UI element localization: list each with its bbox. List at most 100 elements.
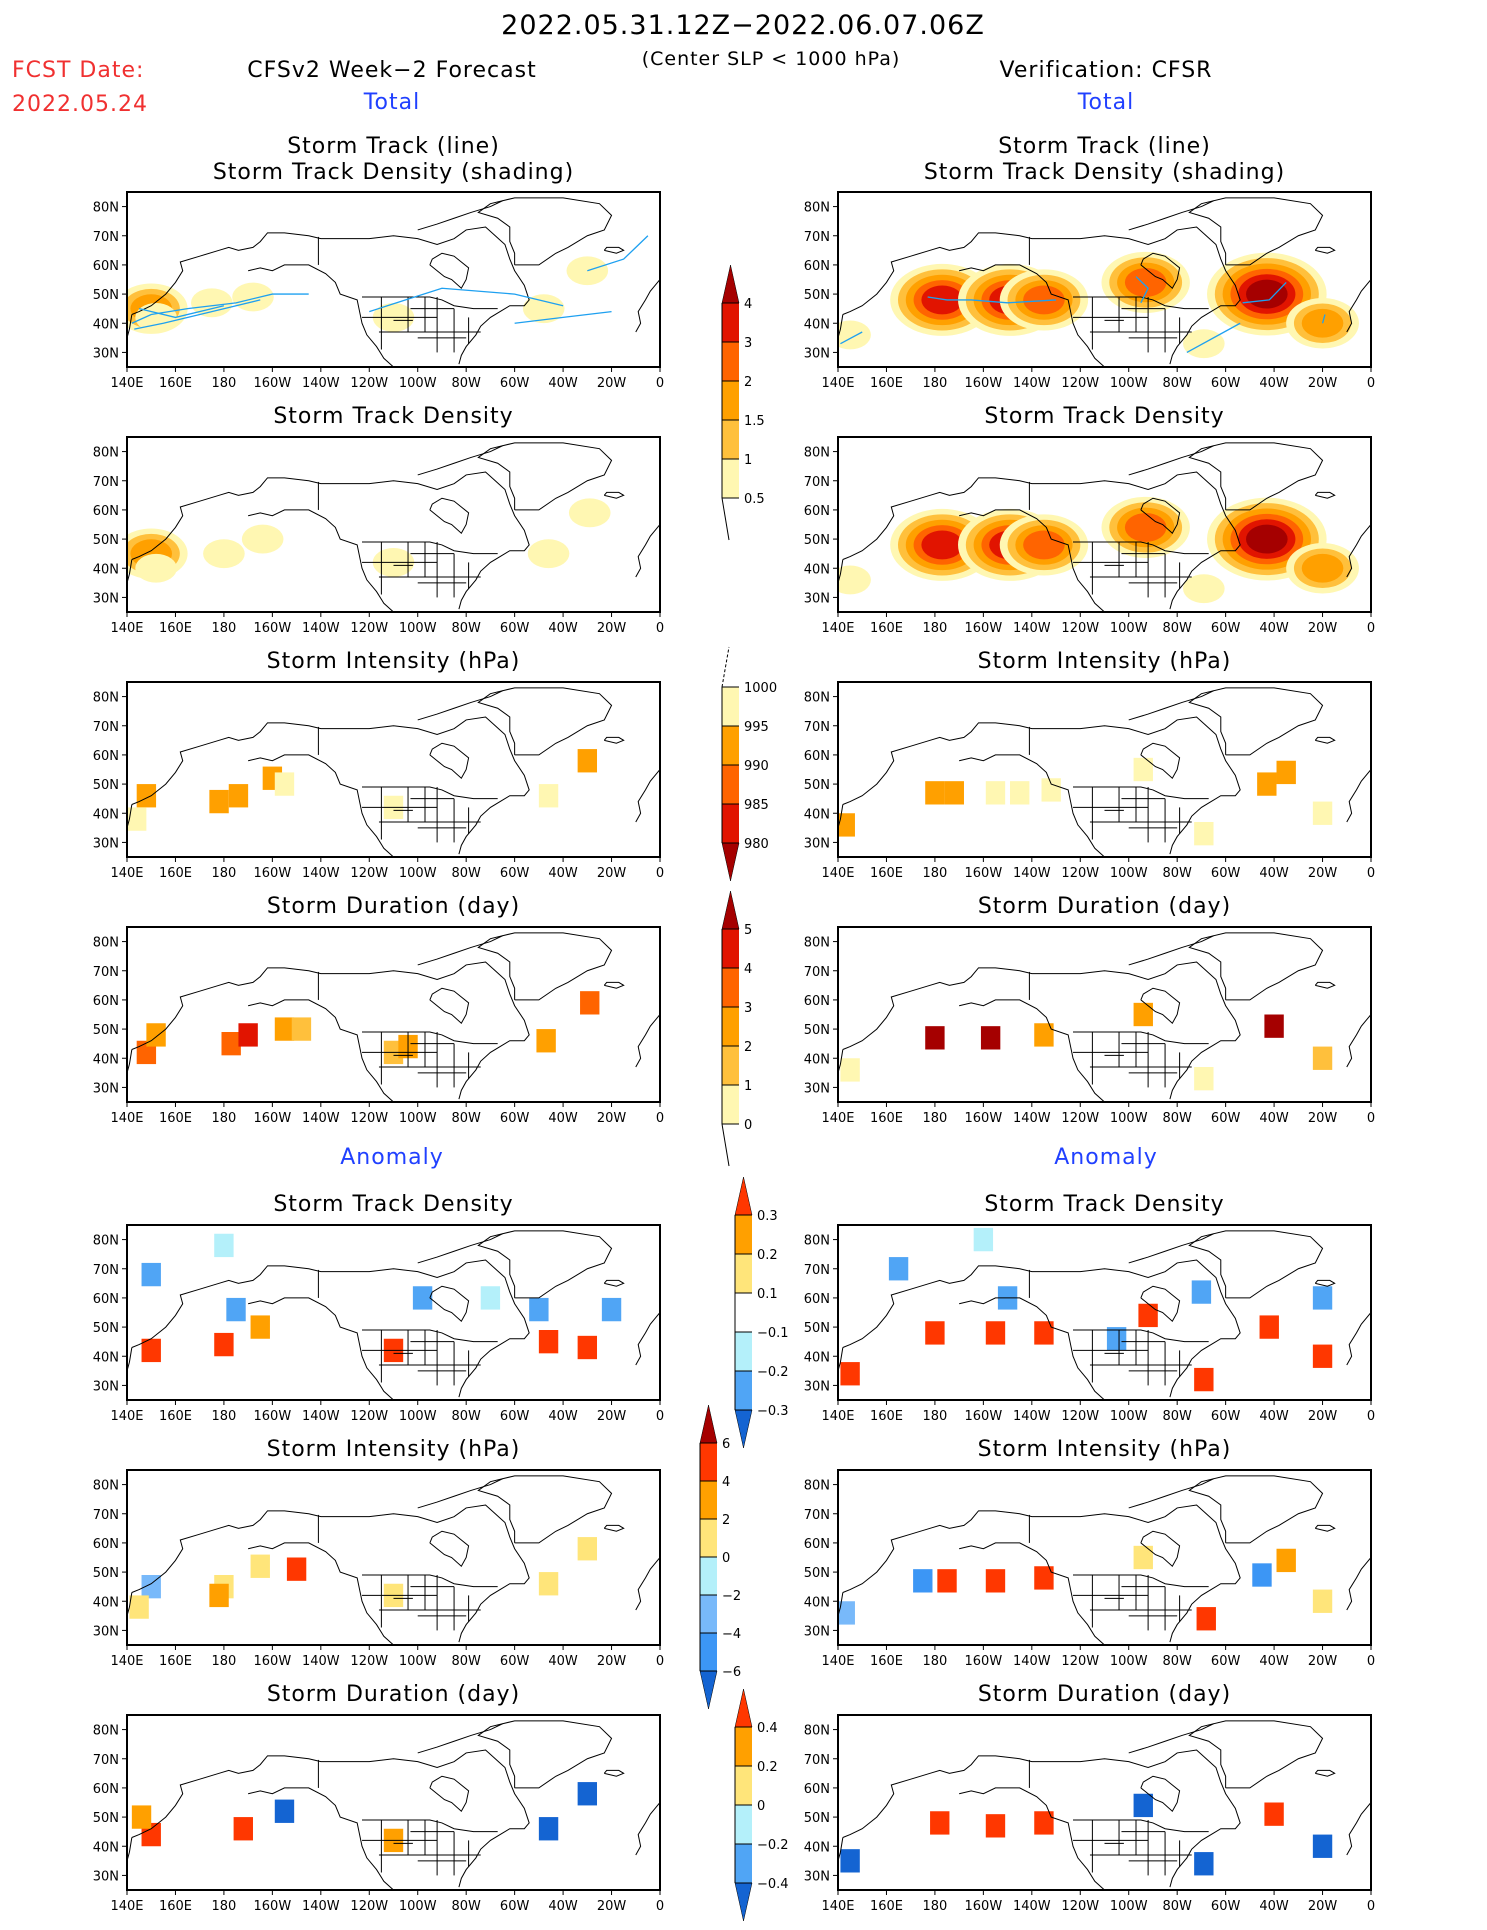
forecast-anomaly-duration-map: 80N 70N 60N 50N 40N 30N 140E 160E 180 160W 140W 120… [93, 1714, 664, 1914]
lat-tick-label: 60N [804, 749, 830, 764]
coastline [477, 197, 613, 266]
lat-tick-label: 80N [93, 936, 119, 951]
lat-tick-label: 60N [93, 1537, 119, 1552]
lon-tick-label: 0 [1367, 1654, 1375, 1669]
lon-tick-label: 80W [451, 1111, 481, 1126]
colorbar-label: 0 [722, 1551, 730, 1566]
lon-tick-label: 160E [870, 866, 903, 881]
grid-cell [1312, 1286, 1333, 1310]
lon-tick-label: 100W [1110, 621, 1148, 636]
colorbar-label: 2 [722, 1513, 730, 1528]
colorbar-segment [735, 1766, 752, 1805]
map-frame [126, 436, 661, 613]
colorbar-segment [735, 1371, 752, 1410]
grid-cell [973, 1227, 994, 1252]
forecast-total-track-title-line1: Storm Track (line) [287, 134, 500, 159]
coastline [477, 932, 613, 1001]
coastline [131, 471, 530, 610]
lat-tick-label: 70N [93, 1753, 119, 1768]
storm-track-line [131, 293, 309, 324]
grid-cell [1312, 1589, 1333, 1613]
lon-tick-label: 20W [597, 866, 627, 881]
coastline [842, 226, 1241, 365]
coastline [1128, 935, 1214, 966]
lon-tick-label: 80W [1162, 1111, 1192, 1126]
lon-tick-label: 180 [211, 866, 236, 881]
period-title: 2022.05.31.12Z−2022.06.07.06Z [501, 10, 985, 41]
lon-tick-label: 60W [1211, 1654, 1241, 1669]
lat-tick-label: 60N [804, 1782, 830, 1797]
coastline [1188, 1475, 1324, 1544]
grid-cell [1194, 1852, 1214, 1876]
coastline [1188, 687, 1324, 756]
storm-track-line [1321, 314, 1326, 324]
grid-cell [1252, 1563, 1272, 1587]
grid-cell [577, 1335, 598, 1360]
criterion-subtitle: (Center SLP < 1000 hPa) [641, 48, 901, 70]
forecast-total-intensity-title: Storm Intensity (hPa) [266, 649, 521, 674]
storm-track-line [1135, 276, 1149, 304]
density-blob [1246, 524, 1288, 554]
map-frame [126, 681, 661, 858]
lon-tick-label: 180 [922, 1654, 947, 1669]
us-canada-border [1073, 1574, 1209, 1588]
grid-cell [577, 1537, 598, 1561]
lon-tick-label: 60W [1211, 1111, 1241, 1126]
coastline [1128, 445, 1214, 476]
lon-tick-label: 180 [211, 621, 236, 636]
coastline [1314, 736, 1336, 744]
grid-cell [538, 784, 559, 808]
coastline [1188, 442, 1324, 511]
map-frame [837, 436, 1372, 613]
grid-cell [840, 1849, 860, 1873]
coastline [1140, 987, 1181, 1025]
coastline [417, 445, 503, 476]
lon-tick-label: 180 [922, 1111, 947, 1126]
lat-tick-label: 50N [93, 533, 119, 548]
storm-track-line [138, 305, 225, 319]
grid-cell [1259, 1315, 1279, 1339]
grid-cell [1312, 1834, 1333, 1858]
lat-tick-label: 30N [804, 346, 830, 361]
lon-tick-label: 140W [302, 1899, 340, 1914]
colorbar-segment [722, 968, 739, 1007]
forecast-total-intensity-map: 80N 70N 60N 50N 40N 30N 140E 160E 180 160W 140W 120… [93, 681, 664, 881]
lon-tick-label: 160W [254, 1899, 292, 1914]
grid-cell [925, 1026, 945, 1050]
colorbar-label: 4 [744, 297, 752, 312]
grid-cell [1194, 822, 1214, 846]
coastline [417, 1478, 503, 1509]
coastline [417, 1233, 503, 1264]
lon-tick-label: 40W [1259, 621, 1289, 636]
colorbar-anom-density: 0.3 0.2 0.1 −0.1 −0.2 −0.3 [734, 1176, 789, 1449]
coastline [477, 1230, 613, 1299]
grid-cell [1034, 1023, 1054, 1047]
lon-tick-label: 40W [1259, 1899, 1289, 1914]
grid-cell [129, 1595, 149, 1619]
grid-cell [1133, 1002, 1153, 1027]
density-blob [1183, 574, 1225, 604]
lon-tick-label: 100W [1110, 1409, 1148, 1424]
density-blob [1301, 553, 1344, 583]
colorbar-anom-duration: 0.4 0.2 0 −0.2 −0.4 [734, 1688, 789, 1922]
colorbar-intensity: 1000 995 990 985 980 [721, 646, 777, 882]
lon-tick-label: 140E [110, 1899, 143, 1914]
lat-tick-label: 60N [93, 1782, 119, 1797]
lon-tick-label: 140E [110, 1111, 143, 1126]
lat-tick-label: 30N [93, 1869, 119, 1884]
lon-tick-label: 140W [1013, 621, 1051, 636]
lon-tick-label: 0 [1367, 866, 1375, 881]
colorbar-label: 0.4 [757, 1721, 778, 1736]
coastline [1346, 1014, 1371, 1068]
coastline [1188, 1230, 1324, 1299]
lon-tick-label: 80W [451, 1654, 481, 1669]
colorbar-segment [722, 687, 739, 726]
forecast-total-track-map: 80N 70N 60N 50N 40N 30N 140E 160E 180 160W 140W 120… [93, 191, 664, 391]
lat-tick-label: 30N [804, 1081, 830, 1096]
lon-tick-label: 20W [1308, 1409, 1338, 1424]
lon-tick-label: 160E [159, 376, 192, 391]
storm-track-line [587, 235, 649, 272]
lon-tick-label: 100W [399, 376, 437, 391]
coastline [429, 1530, 470, 1568]
coastline [1140, 742, 1181, 780]
